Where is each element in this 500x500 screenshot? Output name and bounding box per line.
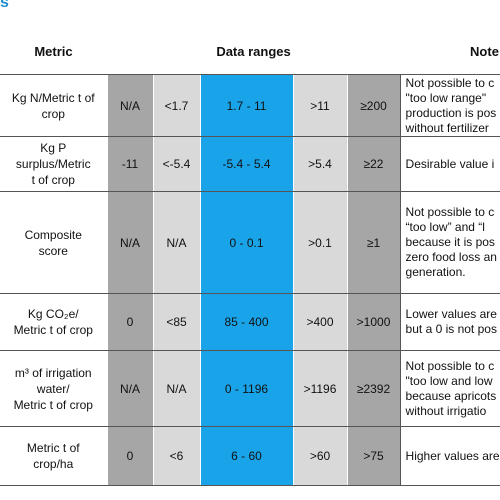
- notes-line: “too low” and “l: [405, 220, 485, 234]
- range-cell: <-5.4: [152, 136, 200, 192]
- notes-line: "too low and low: [405, 373, 493, 388]
- notes-line: because apricots: [405, 388, 497, 403]
- metric-line: crop/ha: [33, 457, 74, 471]
- range-cell: <85: [152, 293, 200, 351]
- table-body: Kg N/Metric t of crop N/A <1.7 1.7 - 11 >11 ≥2…: [0, 74, 500, 486]
- notes-cell: Not possible to c "too low and low because…: [399, 350, 500, 427]
- table-row: Metric t of crop/ha 0 <6 6 - 60 >60 >75 Higher …: [0, 426, 500, 486]
- notes-line: production is pos: [405, 105, 497, 120]
- range-cell: -11: [106, 136, 153, 192]
- metric-line: Kg P: [40, 141, 67, 155]
- metric-line: t of crop: [31, 173, 75, 187]
- range-cell: N/A: [106, 74, 153, 137]
- range-cell: ≥200: [346, 74, 401, 137]
- range-cell: >400: [292, 293, 347, 351]
- notes-line: Higher values are: [405, 448, 500, 463]
- notes-line: generation.: [405, 265, 466, 279]
- notes-line: but a 0 is not pos: [405, 322, 497, 336]
- range-cell: ≥22: [346, 136, 401, 192]
- metric-cell: Kg N/Metric t of crop: [0, 74, 107, 137]
- table-row: Composite score N/A N/A 0 - 0.1 >0.1 ≥1 Not pos…: [0, 191, 500, 294]
- metric-line: crop: [41, 106, 65, 121]
- notes-line: "too low range": [405, 90, 487, 105]
- metric-line: surplus/Metric: [15, 157, 91, 171]
- range-cell: >1196: [292, 350, 347, 427]
- table-row: m³ of irrigation water/Metric t of crop N/…: [0, 350, 500, 427]
- range-cell: 85 - 400: [199, 293, 293, 351]
- notes-cell: Not possible to c “too low” and “l because…: [399, 191, 500, 294]
- notes-line: Not possible to c: [405, 358, 495, 373]
- table-wrap: Metric Data ranges Note Kg N/Metric t of…: [0, 28, 500, 486]
- metric-line: score: [38, 243, 68, 258]
- metric-line: water/: [36, 381, 70, 396]
- range-cell: <6: [152, 426, 200, 486]
- range-cell: 6 - 60: [199, 426, 293, 486]
- notes-cell: Desirable value i: [399, 136, 500, 192]
- range-cell: ≥2392: [346, 350, 401, 427]
- metric-header: Metric: [0, 28, 107, 75]
- metric-line: Composite: [24, 227, 82, 242]
- notes-header: Note: [400, 28, 500, 75]
- metric-cell: m³ of irrigation water/Metric t of crop: [0, 350, 107, 427]
- metrics-table: Metric Data ranges Note Kg N/Metric t of…: [0, 28, 500, 486]
- range-cell: >75: [346, 426, 401, 486]
- metric-line: m³ of irrigation: [14, 365, 92, 380]
- notes-line: because it is pos: [405, 235, 495, 249]
- range-cell: >60: [292, 426, 347, 486]
- range-cell: N/A: [152, 191, 200, 294]
- range-cell: ≥1: [346, 191, 401, 294]
- range-cell: 0 - 1196: [199, 350, 293, 427]
- notes-cell: Lower values are but a 0 is not pos: [399, 293, 500, 351]
- metric-line: Metric t of: [26, 441, 80, 455]
- table-row: Kg CO₂e/Metric t of crop 0 <85 85 - 400 >400…: [0, 293, 500, 351]
- range-cell: N/A: [106, 350, 153, 427]
- range-cell: >1000: [346, 293, 401, 351]
- range-cell: >0.1: [292, 191, 347, 294]
- metric-line: Kg CO₂e/: [27, 307, 79, 321]
- metric-cell: Kg P surplus/Metric t of crop: [0, 136, 107, 192]
- header-row: Metric Data ranges Note: [0, 28, 500, 75]
- range-cell: N/A: [106, 191, 153, 294]
- range-cell: 0 - 0.1: [199, 191, 293, 294]
- range-cell: 1.7 - 11: [199, 74, 293, 137]
- notes-cell: Higher values are: [399, 426, 500, 486]
- metric-line: Metric t of crop: [13, 397, 93, 412]
- range-cell: >5.4: [292, 136, 347, 192]
- range-cell: 0: [106, 293, 153, 351]
- notes-line: zero food loss an: [405, 250, 497, 264]
- metric-line: Metric t of crop: [13, 323, 93, 337]
- table-row: Kg P surplus/Metric t of crop -11 <-5.4 -5.4 …: [0, 136, 500, 192]
- table-row: Kg N/Metric t of crop N/A <1.7 1.7 - 11 >11 ≥2…: [0, 74, 500, 137]
- notes-line: Lower values are: [405, 307, 497, 321]
- heading-fragment: s: [0, 0, 9, 11]
- range-cell: 0: [106, 426, 153, 486]
- metric-line: Kg N/Metric t of: [11, 90, 95, 105]
- notes-line: without irrigatio: [405, 403, 487, 418]
- metric-cell: Kg CO₂e/Metric t of crop: [0, 293, 107, 351]
- notes-line: Not possible to c: [405, 205, 495, 219]
- notes-cell: Not possible to c "too low range" producti…: [399, 74, 500, 137]
- ranges-header: Data ranges: [107, 28, 401, 75]
- range-cell: <1.7: [152, 74, 200, 137]
- metric-cell: Composite score: [0, 191, 107, 294]
- metric-cell: Metric t of crop/ha: [0, 426, 107, 486]
- range-cell: N/A: [152, 350, 200, 427]
- notes-line: Not possible to c: [405, 75, 495, 90]
- range-cell: -5.4 - 5.4: [199, 136, 293, 192]
- notes-line: Desirable value i: [405, 156, 495, 171]
- notes-line: without fertilizer: [405, 120, 489, 135]
- range-cell: >11: [292, 74, 347, 137]
